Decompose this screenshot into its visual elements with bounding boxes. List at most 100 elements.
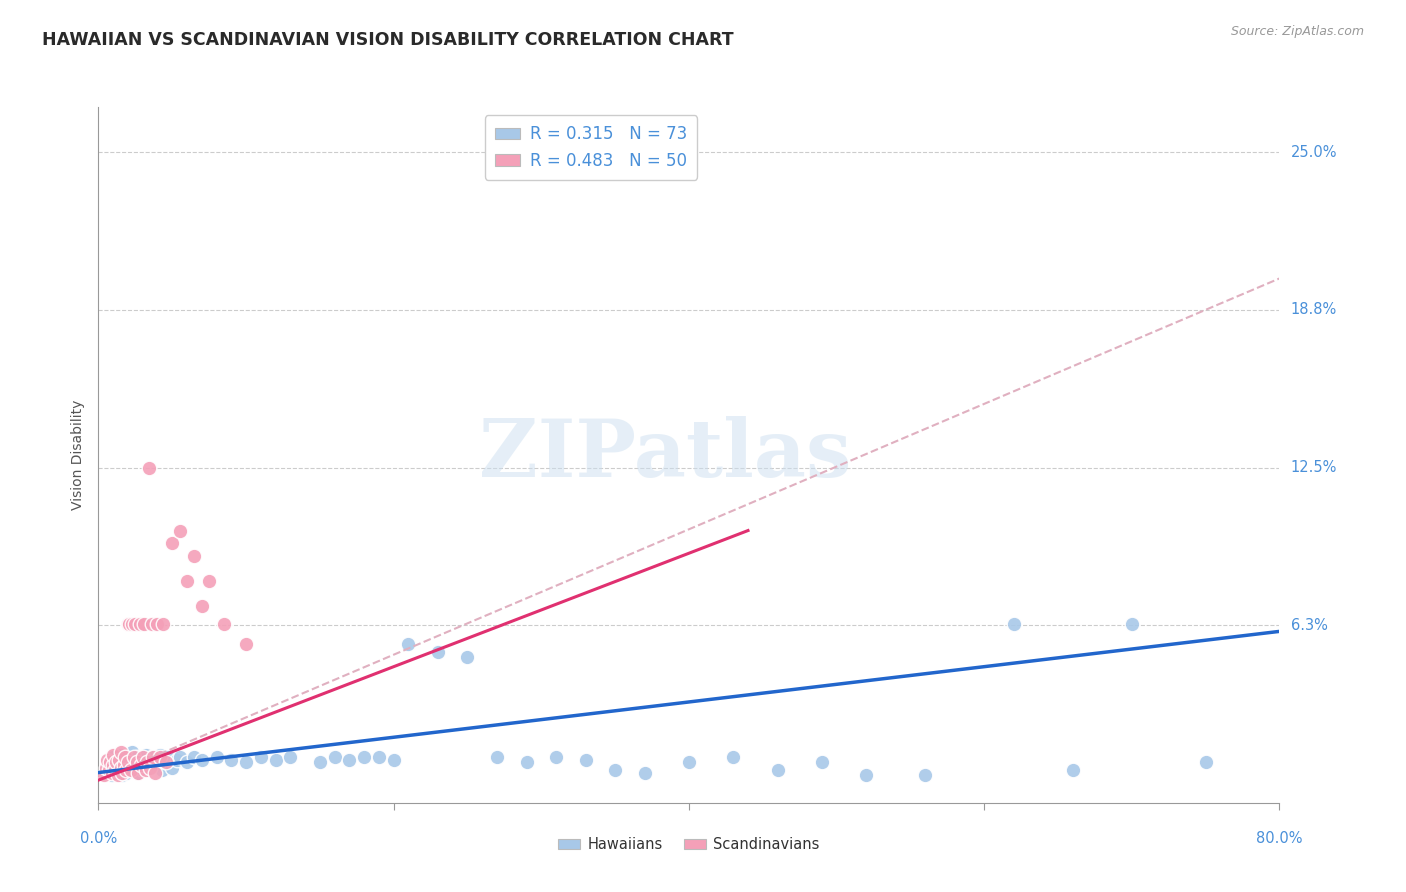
Point <box>574 753 596 767</box>
Point <box>105 763 128 777</box>
Point <box>100 765 122 780</box>
Point <box>107 768 129 782</box>
Point <box>456 649 478 664</box>
Point <box>138 460 160 475</box>
Point <box>235 637 257 651</box>
Text: ZIPatlas: ZIPatlas <box>479 416 852 494</box>
Point <box>1002 616 1025 631</box>
Point <box>115 763 138 777</box>
Point <box>183 750 205 764</box>
Point <box>264 753 287 767</box>
Point <box>132 763 155 777</box>
Point <box>127 765 149 780</box>
Point <box>132 750 155 764</box>
Point <box>139 756 162 770</box>
Point <box>122 750 145 764</box>
Point <box>278 750 302 764</box>
Point <box>1062 763 1084 777</box>
Point <box>136 756 159 770</box>
Point <box>136 760 159 774</box>
Point <box>128 616 150 631</box>
Point <box>110 756 132 770</box>
Text: 80.0%: 80.0% <box>1256 830 1303 846</box>
Point <box>134 616 156 631</box>
Point <box>118 616 141 631</box>
Y-axis label: Vision Disability: Vision Disability <box>72 400 86 510</box>
Point <box>191 753 214 767</box>
Point <box>337 753 360 767</box>
Point <box>129 758 152 772</box>
Point <box>98 756 121 770</box>
Text: 6.3%: 6.3% <box>1291 617 1327 632</box>
Point <box>155 756 177 770</box>
Point <box>143 758 166 772</box>
Point <box>810 756 832 770</box>
Point <box>166 753 188 767</box>
Point <box>125 750 148 764</box>
Point <box>633 765 655 780</box>
Point <box>198 574 221 588</box>
Point <box>117 616 139 631</box>
Point <box>382 753 405 767</box>
Point <box>120 753 142 767</box>
Point <box>105 756 128 770</box>
Point <box>162 760 183 774</box>
Point <box>135 763 157 777</box>
Point <box>212 616 235 631</box>
Point <box>121 616 143 631</box>
Point <box>678 756 700 770</box>
Point <box>97 763 120 777</box>
Legend: Hawaiians, Scandinavians: Hawaiians, Scandinavians <box>553 831 825 858</box>
Point <box>427 644 450 658</box>
Point <box>103 747 125 762</box>
Text: Source: ZipAtlas.com: Source: ZipAtlas.com <box>1230 25 1364 38</box>
Point <box>486 750 509 764</box>
Point <box>132 753 155 767</box>
Point <box>111 768 134 782</box>
Point <box>124 756 146 770</box>
Point <box>97 760 120 774</box>
Point <box>176 574 198 588</box>
Point <box>1121 616 1143 631</box>
Point <box>309 756 332 770</box>
Point <box>141 750 163 764</box>
Point <box>515 756 537 770</box>
Point <box>112 760 135 774</box>
Point <box>110 745 132 759</box>
Point <box>110 760 132 774</box>
Point <box>139 760 162 774</box>
Point <box>169 750 191 764</box>
Point <box>115 765 138 780</box>
Point <box>544 750 567 764</box>
Point <box>103 758 125 772</box>
Point <box>152 616 174 631</box>
Point <box>104 763 127 777</box>
Point <box>142 750 165 764</box>
Point <box>111 765 134 780</box>
Point <box>169 524 191 538</box>
Point <box>146 753 169 767</box>
Point <box>143 765 166 780</box>
Point <box>855 768 877 782</box>
Point <box>98 753 121 767</box>
Point <box>120 763 142 777</box>
Point <box>110 747 132 762</box>
Point <box>1195 756 1218 770</box>
Point <box>156 750 179 764</box>
Point <box>93 768 115 782</box>
Point <box>135 747 157 762</box>
Point <box>94 765 117 780</box>
Point <box>149 750 172 764</box>
Point <box>396 637 419 651</box>
Point <box>114 753 136 767</box>
Point <box>205 750 228 764</box>
Point <box>150 763 173 777</box>
Point <box>117 756 139 770</box>
Point <box>124 760 146 774</box>
Point <box>96 753 118 767</box>
Point <box>153 756 176 770</box>
Point <box>250 750 273 764</box>
Point <box>117 750 139 764</box>
Text: 12.5%: 12.5% <box>1291 460 1337 475</box>
Point <box>120 763 142 777</box>
